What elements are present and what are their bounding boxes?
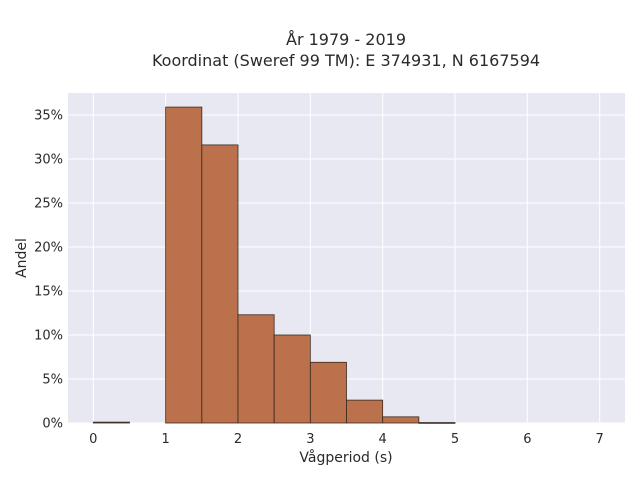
chart-title-line1: År 1979 - 2019: [286, 30, 406, 49]
histogram-bar: [382, 416, 420, 424]
x-tick-label: 3: [306, 432, 314, 447]
histogram-bar: [92, 421, 130, 424]
histogram-bar: [201, 144, 239, 424]
y-tick-label: 0%: [42, 417, 63, 432]
histogram-bar: [237, 314, 275, 424]
histogram-bar: [418, 422, 456, 424]
chart-title-line2: Koordinat (Sweref 99 TM): E 374931, N 61…: [152, 51, 540, 70]
x-axis-label: Vågperiod (s): [299, 449, 392, 466]
y-tick-label: 35%: [34, 109, 63, 124]
y-tick-label: 30%: [34, 153, 63, 168]
y-tick-label: 5%: [42, 373, 63, 388]
histogram-bar: [309, 361, 347, 424]
y-tick-label: 10%: [34, 329, 63, 344]
x-tick-label: 2: [234, 432, 242, 447]
y-axis-label: Andel: [14, 238, 30, 278]
x-tick-label: 1: [162, 432, 170, 447]
histogram-bar: [165, 106, 203, 424]
y-tick-label: 15%: [34, 285, 63, 300]
y-tick-label: 25%: [34, 197, 63, 212]
x-tick-label: 7: [596, 432, 604, 447]
bars: [92, 106, 456, 424]
y-tick-label: 20%: [34, 241, 63, 256]
x-axis-ticks: 0 1 2 3 4 5 6 7: [89, 432, 604, 447]
x-tick-label: 4: [379, 432, 387, 447]
histogram-bar: [273, 334, 311, 424]
histogram-bar: [346, 399, 384, 424]
x-tick-label: 0: [89, 432, 97, 447]
x-tick-label: 6: [523, 432, 531, 447]
x-tick-label: 5: [451, 432, 459, 447]
y-axis-ticks: 0% 5% 10% 15% 20% 25% 30% 35%: [34, 109, 63, 432]
